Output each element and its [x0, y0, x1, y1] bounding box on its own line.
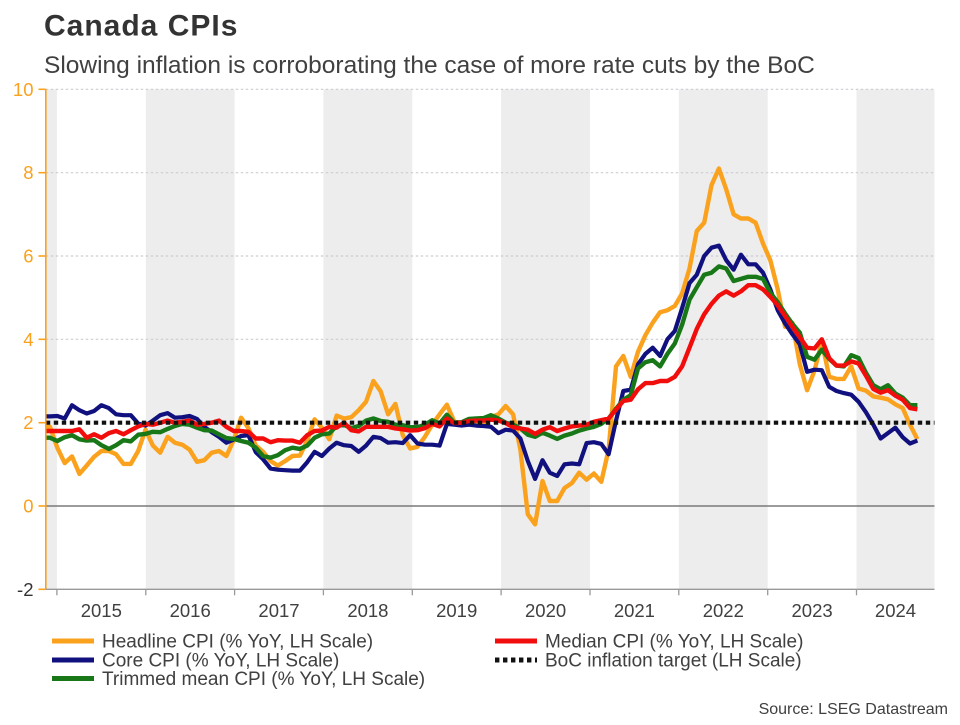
svg-text:Median CPI (% YoY, LH Scale): Median CPI (% YoY, LH Scale)	[545, 632, 803, 653]
svg-text:2019: 2019	[436, 600, 477, 621]
svg-text:2017: 2017	[258, 600, 299, 621]
svg-text:Source: LSEG Datastream: Source: LSEG Datastream	[759, 701, 948, 718]
svg-text:2022: 2022	[703, 600, 744, 621]
svg-text:2024: 2024	[875, 600, 916, 621]
svg-text:Slowing inflation is corrobora: Slowing inflation is corroborating the c…	[44, 52, 815, 79]
svg-text:4: 4	[23, 329, 33, 350]
svg-text:Trimmed mean CPI (% YoY, LH Sc: Trimmed mean CPI (% YoY, LH Scale)	[102, 669, 425, 690]
svg-text:2016: 2016	[170, 600, 211, 621]
svg-text:Core CPI (% YoY, LH Scale): Core CPI (% YoY, LH Scale)	[102, 651, 339, 672]
svg-text:2023: 2023	[792, 600, 833, 621]
svg-text:Canada CPIs: Canada CPIs	[44, 10, 238, 43]
svg-text:2: 2	[23, 412, 33, 433]
svg-text:2018: 2018	[347, 600, 388, 621]
svg-text:2020: 2020	[525, 600, 566, 621]
svg-text:2015: 2015	[81, 600, 122, 621]
svg-text:8: 8	[23, 162, 33, 183]
svg-text:0: 0	[23, 496, 33, 517]
svg-text:6: 6	[23, 246, 33, 267]
svg-text:-2: -2	[17, 579, 33, 600]
svg-text:10: 10	[13, 79, 34, 100]
svg-text:BoC inflation target (LH Scale: BoC inflation target (LH Scale)	[545, 651, 802, 672]
svg-text:2021: 2021	[614, 600, 655, 621]
svg-text:Headline CPI (% YoY, LH Scale): Headline CPI (% YoY, LH Scale)	[102, 632, 373, 653]
